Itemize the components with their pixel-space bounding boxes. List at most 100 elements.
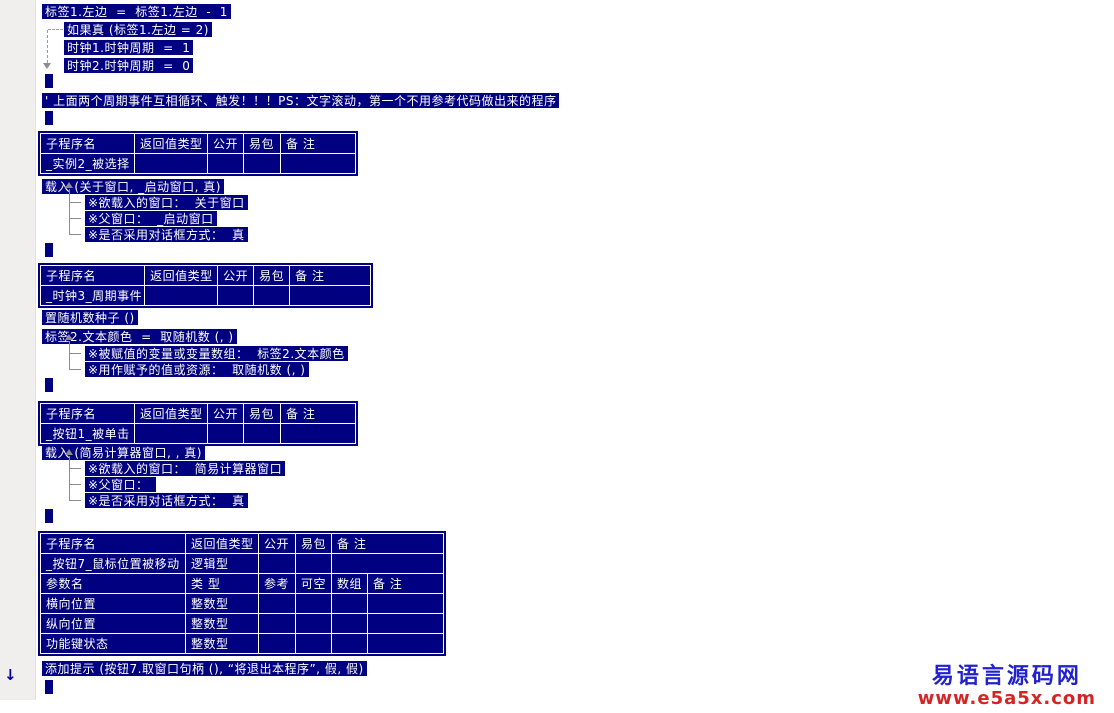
code-line[interactable]: 添加提示 (按钮7.取窗口句柄 (), “将退出本程序”, 假, 假) [42, 661, 367, 676]
code-line[interactable]: ※父窗口： [85, 477, 156, 492]
table-cell[interactable] [258, 553, 296, 574]
table-cell[interactable] [144, 285, 219, 306]
table-cell[interactable] [134, 423, 208, 444]
table-cell[interactable]: 备 注 [280, 133, 356, 154]
table-cell[interactable]: 备 注 [280, 403, 356, 424]
table-cell[interactable]: 功能键状态 [40, 633, 186, 654]
table-cell[interactable]: 纵向位置 [40, 613, 186, 634]
table-cell[interactable]: 易包 [243, 133, 281, 154]
table-row: 纵向位置 整数型 [40, 613, 444, 634]
code-line[interactable]: ※欲载入的窗口： 简易计算器窗口 [85, 461, 286, 476]
table-cell[interactable] [331, 593, 368, 614]
table-cell[interactable]: 备 注 [331, 533, 444, 554]
table-cell[interactable]: 子程序名 [39, 265, 146, 286]
table-cell[interactable] [295, 593, 332, 614]
table-cell[interactable]: 数组 [331, 573, 368, 594]
tree-branch-line [69, 484, 81, 485]
table-cell[interactable]: _按钮7_鼠标位置被移动 [40, 553, 186, 574]
code-line[interactable]: 时钟1.时钟周期 = 1 [64, 40, 194, 55]
table-cell[interactable] [258, 613, 296, 634]
code-line[interactable]: 载入 (简易计算器窗口, , 真) [42, 445, 205, 460]
cursor-block [45, 243, 53, 257]
table-cell[interactable]: 整数型 [185, 593, 259, 614]
table-cell[interactable] [207, 153, 244, 174]
code-line[interactable]: ※父窗口： _启动窗口 [85, 211, 217, 226]
table-cell[interactable] [258, 633, 296, 654]
table-cell[interactable]: _时钟3_周期事件 [39, 285, 146, 306]
table-cell[interactable]: 横向位置 [40, 593, 186, 614]
table-cell[interactable]: 子程序名 [40, 403, 135, 424]
table-cell[interactable] [331, 633, 368, 654]
table-cell[interactable]: 可空 [295, 573, 332, 594]
table-row: 子程序名 返回值类型 公开 易包备 注 [39, 265, 372, 286]
table-cell[interactable] [295, 553, 332, 574]
table-cell[interactable]: 备 注 [289, 265, 372, 286]
tree-connector-line [69, 189, 70, 234]
table-cell[interactable] [253, 285, 291, 306]
table-cell[interactable] [295, 613, 332, 634]
table-cell[interactable] [331, 613, 368, 634]
table-cell[interactable] [280, 153, 356, 174]
code-line[interactable]: 标签1.左边 = 标签1.左边 - 1 [42, 4, 231, 19]
table-cell[interactable]: 易包 [253, 265, 291, 286]
table-cell[interactable]: 子程序名 [40, 533, 186, 554]
code-line[interactable]: ※被赋值的变量或变量数组： 标签2.文本颜色 [85, 346, 348, 361]
table-cell[interactable]: 公开 [207, 403, 244, 424]
table-cell[interactable] [367, 633, 444, 654]
tree-branch-line [69, 353, 81, 354]
tree-arrow-up-icon [65, 182, 73, 188]
table-cell[interactable] [243, 153, 281, 174]
table-cell[interactable]: 返回值类型 [134, 403, 208, 424]
table-cell[interactable] [280, 423, 356, 444]
table-cell[interactable]: 公开 [258, 533, 296, 554]
code-line[interactable]: ※欲载入的窗口： 关于窗口 [85, 195, 248, 210]
table-cell[interactable]: 公开 [217, 265, 255, 286]
code-line[interactable]: 载入 (关于窗口, _启动窗口, 真) [42, 179, 224, 194]
code-line[interactable]: 如果真 (标签1.左边 = 2) [64, 22, 212, 37]
table-row: 子程序名 返回值类型 公开 易包备 注 [40, 133, 356, 154]
table-cell[interactable]: 返回值类型 [185, 533, 259, 554]
table-cell[interactable]: 公开 [207, 133, 244, 154]
table-cell[interactable]: 整数型 [185, 633, 259, 654]
tree-arrow-up-icon [65, 334, 73, 340]
code-line[interactable]: 时钟2.时钟周期 = 0 [64, 58, 194, 73]
table-cell[interactable] [134, 153, 208, 174]
table-cell[interactable]: 逻辑型 [185, 553, 259, 574]
table-cell[interactable] [243, 423, 281, 444]
table-cell[interactable] [207, 423, 244, 444]
table-cell[interactable]: 返回值类型 [144, 265, 219, 286]
table-cell[interactable]: 子程序名 [40, 133, 135, 154]
code-line[interactable]: 标签2.文本颜色 = 取随机数 (, ) [42, 329, 237, 344]
watermark: 易语言源码网 www.e5a5x.com [918, 664, 1096, 709]
tree-connector-line [69, 456, 70, 500]
table-cell[interactable] [295, 633, 332, 654]
table-cell[interactable] [367, 613, 444, 634]
table-cell[interactable]: 备 注 [367, 573, 444, 594]
table-row: _实例2_被选择 [40, 153, 356, 174]
code-line[interactable]: 置随机数种子 () [42, 310, 138, 325]
code-line[interactable]: ※用作赋予的值或资源： 取随机数 (, ) [85, 362, 309, 377]
table-cell[interactable] [217, 285, 255, 306]
code-line[interactable]: ※是否采用对话框方式： 真 [85, 227, 248, 242]
tree-arrow-up-icon [65, 449, 73, 455]
table-cell[interactable]: 易包 [243, 403, 281, 424]
code-line[interactable]: ※是否采用对话框方式： 真 [85, 493, 248, 508]
table-cell[interactable]: _实例2_被选择 [40, 153, 135, 174]
code-line[interactable]: ' 上面两个周期事件互相循环、触发！！！PS：文字滚动，第一个不用参考代码做出来… [42, 93, 560, 108]
table-cell[interactable]: 类 型 [185, 573, 259, 594]
table-cell[interactable]: 整数型 [185, 613, 259, 634]
tree-branch-line [69, 468, 81, 469]
table-cell[interactable]: 参数名 [40, 573, 186, 594]
table-cell[interactable]: 返回值类型 [134, 133, 208, 154]
table-cell[interactable]: 参考 [258, 573, 296, 594]
tree-branch-line [69, 202, 81, 203]
table-cell[interactable] [289, 285, 372, 306]
table-cell[interactable]: _按钮1_被单击 [40, 423, 135, 444]
table-cell[interactable]: 易包 [295, 533, 332, 554]
table-cell[interactable] [367, 593, 444, 614]
table-cell[interactable] [331, 553, 444, 574]
table-cell[interactable] [258, 593, 296, 614]
subroutine-table: 子程序名 返回值类型 公开 易包备 注 _实例2_被选择 [38, 131, 358, 176]
